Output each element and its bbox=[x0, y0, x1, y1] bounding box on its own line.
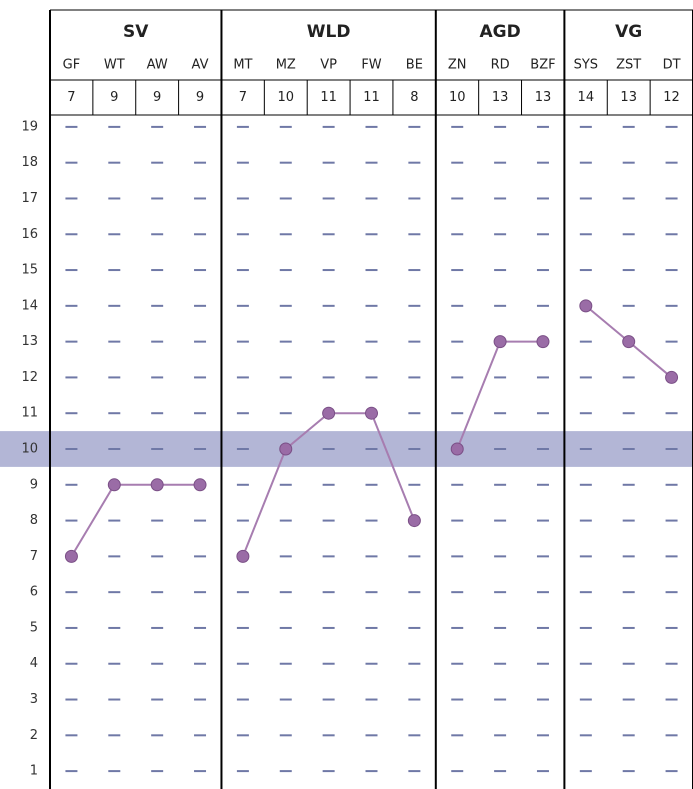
value-label: 9 bbox=[153, 90, 161, 105]
value-label: 14 bbox=[578, 90, 595, 105]
value-label: 9 bbox=[110, 90, 118, 105]
y-tick-label: 4 bbox=[30, 656, 38, 671]
y-tick-label: 19 bbox=[21, 119, 38, 134]
marker bbox=[450, 442, 464, 456]
category-label: BZF bbox=[530, 58, 555, 73]
category-label: MZ bbox=[276, 58, 296, 73]
category-label: SYS bbox=[574, 58, 598, 73]
category-label: GF bbox=[63, 58, 81, 73]
value-label: 7 bbox=[239, 90, 247, 105]
marker bbox=[365, 406, 378, 420]
group-title: AGD bbox=[479, 22, 520, 42]
value-label: 9 bbox=[196, 90, 204, 105]
group-title: SV bbox=[123, 22, 149, 42]
marker bbox=[493, 335, 507, 349]
marker bbox=[322, 406, 336, 420]
value-label: 13 bbox=[535, 90, 552, 105]
value-label: 11 bbox=[320, 90, 337, 105]
value-label: 10 bbox=[449, 90, 466, 105]
y-tick-label: 17 bbox=[21, 191, 38, 206]
marker bbox=[64, 549, 78, 563]
marker bbox=[579, 299, 593, 313]
category-label: ZN bbox=[448, 58, 467, 73]
category-label: BE bbox=[406, 58, 423, 73]
value-label: 12 bbox=[663, 90, 680, 105]
marker bbox=[107, 478, 121, 492]
y-tick-label: 9 bbox=[30, 477, 38, 492]
y-tick-label: 5 bbox=[30, 620, 38, 635]
category-label: AV bbox=[192, 58, 209, 73]
group-title: WLD bbox=[307, 22, 351, 42]
value-label: 13 bbox=[620, 90, 637, 105]
y-tick-label: 18 bbox=[21, 155, 38, 170]
y-tick-label: 7 bbox=[30, 549, 38, 564]
marker bbox=[279, 442, 293, 456]
y-tick-label: 11 bbox=[21, 406, 38, 421]
value-label: 13 bbox=[492, 90, 509, 105]
y-tick-label: 16 bbox=[21, 227, 38, 242]
category-label: ZST bbox=[616, 58, 641, 73]
marker bbox=[150, 478, 164, 492]
value-label: 11 bbox=[363, 90, 380, 105]
value-label: 10 bbox=[277, 90, 294, 105]
marker bbox=[407, 514, 421, 528]
value-label: 7 bbox=[67, 90, 75, 105]
y-tick-label: 14 bbox=[21, 298, 38, 313]
y-tick-label: 10 bbox=[21, 442, 38, 457]
marker bbox=[193, 478, 207, 492]
category-label: WT bbox=[104, 58, 125, 73]
y-tick-label: 8 bbox=[30, 513, 38, 528]
category-label: RD bbox=[491, 58, 510, 73]
category-label: VP bbox=[320, 58, 337, 73]
y-tick-label: 13 bbox=[21, 334, 38, 349]
profile-line bbox=[70, 483, 201, 557]
marker bbox=[665, 370, 679, 384]
marker bbox=[536, 335, 550, 349]
y-tick-label: 1 bbox=[30, 764, 38, 779]
y-tick-label: 12 bbox=[21, 370, 38, 385]
category-label: FW bbox=[361, 58, 381, 73]
category-label: MT bbox=[233, 58, 252, 73]
y-tick-label: 2 bbox=[30, 728, 38, 743]
category-label: DT bbox=[663, 58, 681, 73]
y-tick-label: 6 bbox=[30, 585, 38, 600]
category-label: AW bbox=[147, 58, 168, 73]
group-title: VG bbox=[615, 22, 642, 42]
marker bbox=[622, 335, 636, 349]
y-tick-label: 15 bbox=[21, 263, 38, 278]
y-tick-label: 3 bbox=[30, 692, 38, 707]
marker bbox=[236, 549, 250, 563]
value-label: 8 bbox=[410, 90, 418, 105]
